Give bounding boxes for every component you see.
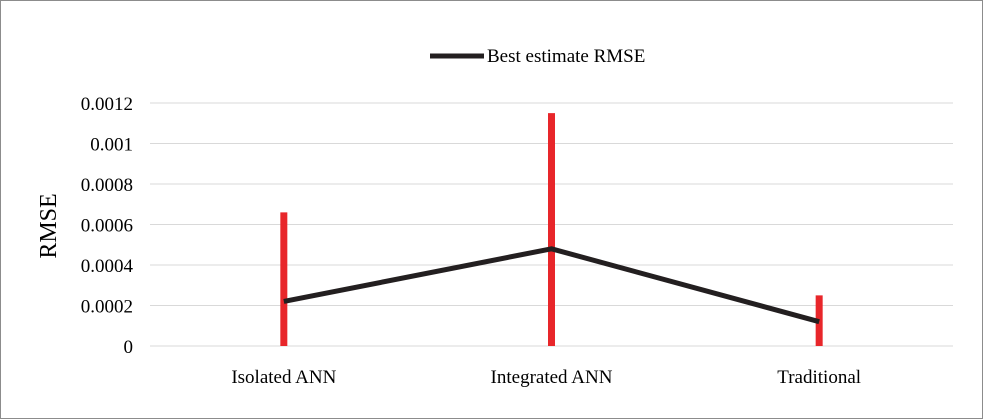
error-bars	[280, 113, 823, 346]
y-tick-label: 0.001	[90, 135, 133, 156]
legend: Best estimate RMSE	[430, 46, 645, 67]
series-lines	[283, 246, 820, 325]
y-tick-label: 0.0004	[81, 256, 134, 277]
y-axis-title: RMSE	[36, 193, 62, 258]
x-category-label: Isolated ANN	[231, 367, 336, 388]
legend-label: Best estimate RMSE	[487, 46, 645, 67]
y-tick-label: 0.0002	[81, 297, 133, 318]
x-category-label: Traditional	[777, 367, 861, 388]
y-tick-label: 0.0012	[81, 94, 133, 115]
y-tick-label: 0.0006	[81, 216, 133, 237]
y-tick-label: 0	[124, 337, 134, 358]
x-axis-categories: Isolated ANN Integrated ANN Traditional	[231, 367, 861, 388]
y-axis-ticks: 0 0.0002 0.0004 0.0006 0.0008 0.001 0.0012	[81, 94, 134, 358]
x-category-label: Integrated ANN	[491, 367, 613, 388]
y-tick-label: 0.0008	[81, 175, 133, 196]
